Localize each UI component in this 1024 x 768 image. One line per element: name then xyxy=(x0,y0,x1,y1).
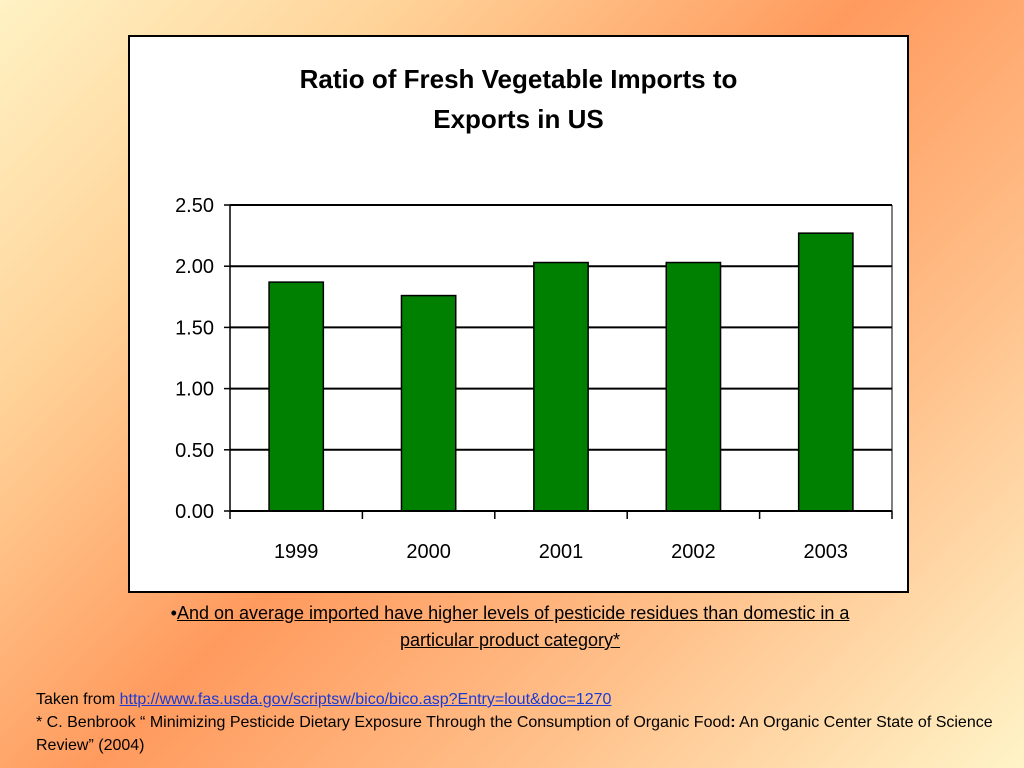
footer-sources: Taken from http://www.fas.usda.gov/scrip… xyxy=(36,688,1021,757)
bar xyxy=(797,232,854,512)
taken-from-label: Taken from xyxy=(36,691,120,708)
bullet-text-line-1: And on average imported have higher leve… xyxy=(176,603,850,623)
x-tick-label: 2003 xyxy=(804,541,849,563)
citation-text-2: An Organic Center State of Science Revie… xyxy=(36,714,993,754)
chart-title-line-2: Exports in US xyxy=(433,104,604,134)
y-tick-label: 0.50 xyxy=(175,440,214,462)
citation: * C. Benbrook “ Minimizing Pesticide Die… xyxy=(36,711,1021,757)
bullet-point: •And on average imported have higher lev… xyxy=(60,600,960,654)
x-tick-label: 2000 xyxy=(406,541,451,563)
chart-title-line-1: Ratio of Fresh Vegetable Imports to xyxy=(299,64,738,94)
bar xyxy=(665,261,722,512)
chart-panel: Ratio of Fresh Vegetable Imports to Expo… xyxy=(128,35,909,593)
source-line: Taken from http://www.fas.usda.gov/scrip… xyxy=(36,688,1021,711)
x-tick-label: 1999 xyxy=(274,541,319,563)
source-link[interactable]: http://www.fas.usda.gov/scriptsw/bico/bi… xyxy=(119,691,612,708)
bar-chart: 0.00 0.50 1.00 1.50 2.00 2.50 1999 2000 2001 2002… xyxy=(175,195,893,563)
bar xyxy=(400,294,457,512)
bullet-marker: • xyxy=(170,603,177,623)
x-tick-label: 2001 xyxy=(539,541,584,563)
citation-colon: : xyxy=(730,714,736,731)
y-tick-label: 2.50 xyxy=(175,195,214,217)
y-tick-label: 1.50 xyxy=(175,317,214,339)
x-tick-label: 2002 xyxy=(671,541,716,563)
citation-text-1: * C. Benbrook “ Minimizing Pesticide Die… xyxy=(36,714,731,731)
bar xyxy=(533,261,589,512)
bullet-text-line-2: particular product category* xyxy=(399,630,621,650)
y-tick-label: 2.00 xyxy=(175,256,214,278)
y-tick-label: 1.00 xyxy=(175,379,214,401)
chart-title: Ratio of Fresh Vegetable Imports to Expo… xyxy=(130,59,907,139)
y-tick-label: 0.00 xyxy=(175,501,214,523)
bar xyxy=(268,281,325,512)
